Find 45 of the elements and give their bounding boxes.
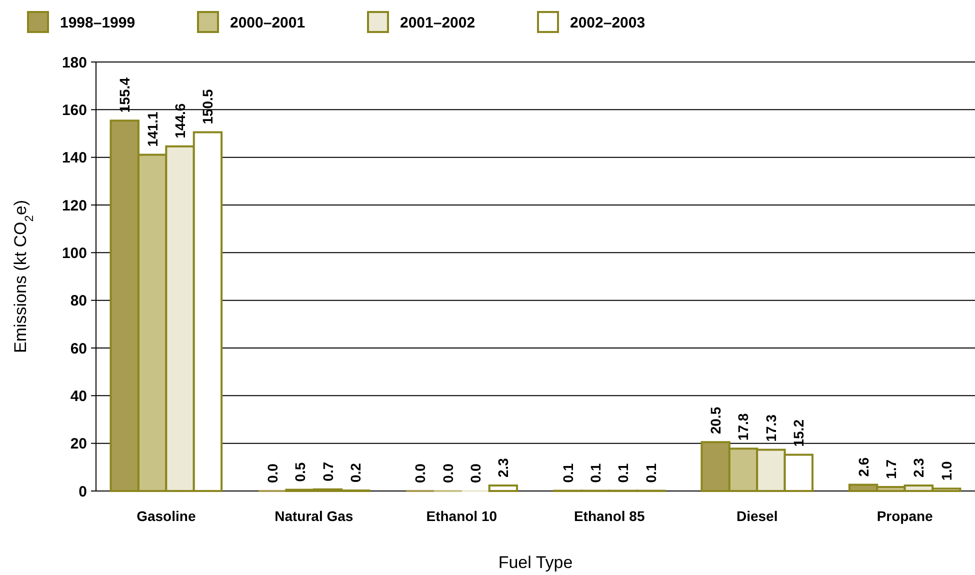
data-label: 2.6 xyxy=(855,457,872,477)
data-label: 0.7 xyxy=(320,462,336,482)
y-tick-label: 180 xyxy=(62,54,87,72)
data-label: 144.6 xyxy=(172,103,188,138)
data-label: 0.1 xyxy=(642,463,659,483)
legend-label: 2002–2003 xyxy=(570,14,646,32)
y-tick-label: 0 xyxy=(78,483,87,500)
legend-label: 2001–2002 xyxy=(400,14,476,32)
legend-label: 1998–1999 xyxy=(60,14,136,32)
data-label: 2.3 xyxy=(495,458,512,478)
y-tick-label: 80 xyxy=(70,292,87,310)
legend-label: 2000–2001 xyxy=(230,14,306,32)
y-tick-label: 160 xyxy=(62,102,87,119)
y-tick-label: 40 xyxy=(70,388,87,405)
data-label: 1.0 xyxy=(938,460,954,481)
data-label: 150.5 xyxy=(200,89,216,124)
x-tick-label: Propane xyxy=(876,508,934,524)
x-axis-title: Fuel Type xyxy=(498,553,573,572)
y-tick-label: 100 xyxy=(62,244,87,262)
data-label: 20.5 xyxy=(708,406,724,434)
x-tick-label: Ethanol 85 xyxy=(574,508,645,524)
data-label: 0.1 xyxy=(560,463,576,483)
y-tick-label: 140 xyxy=(62,150,87,167)
x-tick-label: Gasoline xyxy=(136,508,196,524)
y-tick-label: 120 xyxy=(62,197,87,214)
data-label: 155.4 xyxy=(116,77,133,113)
data-label: 0.0 xyxy=(264,463,280,483)
data-label: 2.3 xyxy=(910,458,927,478)
data-label: 0.0 xyxy=(412,463,428,483)
x-tick-label: Diesel xyxy=(736,508,778,524)
data-label: 15.2 xyxy=(790,419,807,447)
data-label: 0.0 xyxy=(440,463,456,483)
data-label: 0.2 xyxy=(347,462,364,483)
data-label: 0.1 xyxy=(615,463,632,483)
x-tick-label: Ethanol 10 xyxy=(426,508,498,524)
data-label: 0.0 xyxy=(467,463,484,483)
data-label: 1.7 xyxy=(882,459,899,479)
x-tick-label: Natural Gas xyxy=(274,508,354,524)
data-label: 17.8 xyxy=(735,413,752,441)
y-tick-label: 20 xyxy=(70,436,87,453)
y-tick-label: 60 xyxy=(70,340,87,358)
data-label: 141.1 xyxy=(144,111,160,147)
data-label: 17.3 xyxy=(762,414,779,442)
data-label: 0.5 xyxy=(292,462,308,482)
data-label: 0.1 xyxy=(588,463,604,483)
